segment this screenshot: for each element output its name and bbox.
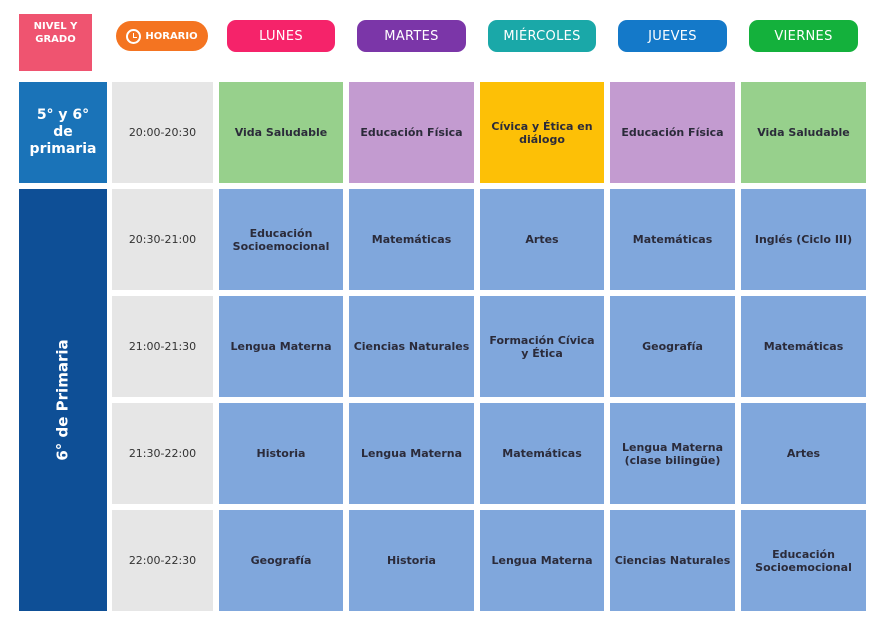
level-6-primaria: 6° de Primaria (19, 189, 107, 611)
schedule-cell: Matemáticas (610, 189, 735, 290)
schedule-cell: Geografía (219, 510, 343, 611)
schedule-cell: Educación Socioemocional (741, 510, 866, 611)
schedule-cell: Lengua Materna (219, 296, 343, 397)
schedule-cell: Matemáticas (349, 189, 474, 290)
time-slot: 21:30-22:00 (112, 403, 213, 504)
schedule-cell: Cívica y Ética en diálogo (480, 82, 604, 183)
level-5-6-primaria: 5° y 6° de primaria (19, 82, 107, 183)
schedule-cell: Ciencias Naturales (349, 296, 474, 397)
schedule-cell: Educación Socioemocional (219, 189, 343, 290)
horario-label: HORARIO (145, 30, 198, 42)
schedule-cell: Vida Saludable (741, 82, 866, 183)
day-header-2: MIÉRCOLES (488, 20, 596, 52)
clock-icon (126, 28, 142, 44)
schedule-cell: Lengua Materna (480, 510, 604, 611)
day-header-0: LUNES (227, 20, 335, 52)
schedule-cell: Matemáticas (741, 296, 866, 397)
level-6-label: 6° de Primaria (54, 339, 72, 461)
time-slot: 21:00-21:30 (112, 296, 213, 397)
schedule-cell: Educación Física (349, 82, 474, 183)
schedule-cell: Inglés (Ciclo III) (741, 189, 866, 290)
schedule-cell: Formación Cívica y Ética (480, 296, 604, 397)
day-header-1: MARTES (357, 20, 466, 52)
time-slot: 22:00-22:30 (112, 510, 213, 611)
schedule-cell: Lengua Materna (349, 403, 474, 504)
nivel-grado-header: NIVEL Y GRADO (19, 14, 92, 71)
day-header-4: VIERNES (749, 20, 858, 52)
schedule-cell: Lengua Materna (clase bilingüe) (610, 403, 735, 504)
schedule-cell: Ciencias Naturales (610, 510, 735, 611)
schedule-cell: Vida Saludable (219, 82, 343, 183)
horario-header: HORARIO (116, 21, 208, 51)
schedule-cell: Educación Física (610, 82, 735, 183)
time-slot: 20:00-20:30 (112, 82, 213, 183)
schedule-cell: Geografía (610, 296, 735, 397)
schedule-cell: Historia (349, 510, 474, 611)
schedule-cell: Matemáticas (480, 403, 604, 504)
schedule-cell: Historia (219, 403, 343, 504)
schedule-cell: Artes (480, 189, 604, 290)
time-slot: 20:30-21:00 (112, 189, 213, 290)
schedule-cell: Artes (741, 403, 866, 504)
day-header-3: JUEVES (618, 20, 727, 52)
